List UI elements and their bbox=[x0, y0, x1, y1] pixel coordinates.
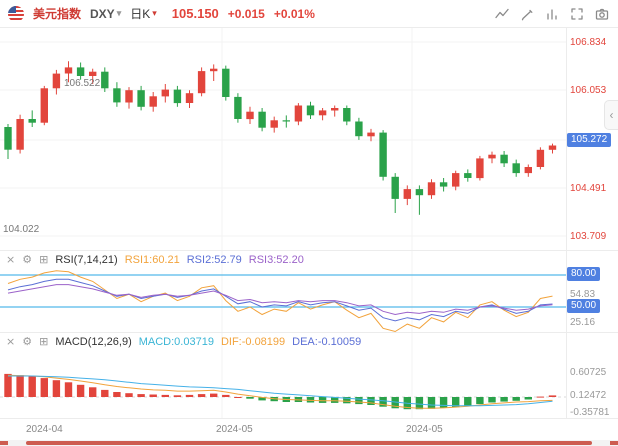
time-label: 2024-04 bbox=[26, 424, 63, 435]
us-flag-icon bbox=[8, 5, 24, 22]
y-axis-label: 104.491 bbox=[570, 183, 607, 194]
rsi3-value: RSI3:52.20 bbox=[248, 253, 304, 266]
price-change: +0.015 bbox=[227, 6, 265, 21]
macd-axis-tick: -0.35781 bbox=[570, 407, 610, 418]
rsi-chart-svg[interactable] bbox=[0, 251, 566, 333]
price-change-percent: +0.01% bbox=[273, 6, 315, 21]
rsi-header: × ⚙ ⊞ RSI(7,14,21) RSI1:60.21 RSI2:52.79… bbox=[6, 253, 304, 266]
rsi-axis-tick: 54.83 bbox=[570, 289, 596, 300]
macd-axis-tick: 0.60725 bbox=[570, 367, 607, 378]
camera-icon[interactable] bbox=[594, 6, 610, 22]
last-price: 105.150 bbox=[171, 6, 219, 21]
rsi-refline-tag: 80.00 bbox=[567, 267, 601, 281]
symbol-selector[interactable]: DXY ▾ bbox=[90, 7, 121, 21]
macd-header: × ⚙ ⊞ MACD(12,26,9) MACD:0.03719 DIF:-0.… bbox=[6, 335, 361, 348]
rsi-panel: × ⚙ ⊞ RSI(7,14,21) RSI1:60.21 RSI2:52.79… bbox=[0, 250, 618, 333]
scrollbar-right-cap[interactable] bbox=[610, 441, 618, 445]
rsi1-value: RSI1:60.21 bbox=[124, 253, 180, 266]
low-label: 104.022 bbox=[3, 224, 40, 235]
dea-value: DEA:-0.10059 bbox=[292, 335, 362, 348]
main-chart-svg[interactable] bbox=[0, 28, 566, 250]
rsi2-value: RSI2:52.79 bbox=[186, 253, 242, 266]
period-label: 日K bbox=[130, 7, 151, 21]
toolbar: 美元指数 DXY ▾ 日K ▾ 105.150 +0.015 +0.01% bbox=[0, 0, 618, 28]
macd-axis-tick: 0.12472 bbox=[570, 390, 607, 401]
y-axis-label: 106.834 bbox=[570, 37, 607, 48]
y-axis-label: 106.053 bbox=[570, 85, 607, 96]
macd-panel: × ⚙ ⊞ MACD(12,26,9) MACD:0.03719 DIF:-0.… bbox=[0, 332, 618, 419]
indicator-icon[interactable] bbox=[544, 6, 560, 22]
axis-separator bbox=[566, 28, 567, 418]
price-tag: 105.272 bbox=[567, 133, 612, 147]
macd-chart-svg[interactable] bbox=[0, 333, 566, 419]
horizontal-scrollbar[interactable] bbox=[0, 440, 618, 446]
rsi-label: RSI(7,14,21) bbox=[55, 253, 118, 266]
high-label: 106.522 bbox=[64, 78, 101, 89]
collapse-panel-arrow[interactable]: ‹ bbox=[604, 100, 618, 130]
scrollbar-left-cap[interactable] bbox=[0, 441, 8, 445]
dif-value: DIF:-0.08199 bbox=[220, 335, 286, 348]
main-chart-panel: 106.522 104.022 106.834 106.053 105.272 … bbox=[0, 28, 618, 250]
chevron-down-icon: ▾ bbox=[152, 8, 157, 18]
gear-icon[interactable]: ⚙ bbox=[22, 335, 33, 348]
draw-pencil-icon[interactable] bbox=[519, 6, 535, 22]
gear-icon[interactable]: ⚙ bbox=[22, 253, 33, 266]
y-axis-label: 103.709 bbox=[570, 231, 607, 242]
period-selector[interactable]: 日K ▾ bbox=[130, 5, 157, 22]
time-axis: 2024-04 2024-05 2024-05 bbox=[0, 418, 618, 441]
symbol-label: DXY bbox=[90, 6, 115, 21]
rsi-axis-tick: 25.16 bbox=[570, 317, 596, 328]
time-label: 2024-05 bbox=[406, 424, 443, 435]
chevron-down-icon: ▾ bbox=[116, 8, 122, 18]
chart-line-icon[interactable] bbox=[494, 6, 510, 22]
macd-label: MACD(12,26,9) bbox=[55, 335, 132, 348]
instrument-title: 美元指数 bbox=[33, 7, 82, 21]
time-label: 2024-05 bbox=[216, 424, 253, 435]
add-to-main-icon[interactable]: ⊞ bbox=[39, 335, 49, 348]
rsi-refline-tag: 50.00 bbox=[567, 299, 601, 313]
scrollbar-thumb[interactable] bbox=[26, 441, 592, 445]
add-to-main-icon[interactable]: ⊞ bbox=[39, 253, 49, 266]
close-icon[interactable]: × bbox=[6, 335, 16, 348]
macd-value: MACD:0.03719 bbox=[138, 335, 214, 348]
fullscreen-icon[interactable] bbox=[569, 6, 585, 22]
close-icon[interactable]: × bbox=[6, 253, 16, 266]
toolbar-icons bbox=[494, 6, 610, 22]
